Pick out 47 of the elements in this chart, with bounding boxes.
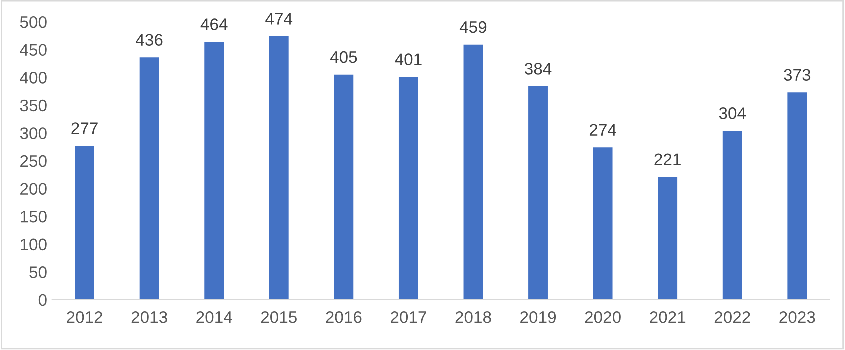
y-tick-label: 50 (30, 266, 47, 278)
data-label: 221 (654, 154, 681, 166)
x-tick-label: 2012 (67, 312, 102, 324)
x-tick-label: 2019 (520, 312, 556, 324)
y-tick-label: 300 (20, 128, 47, 140)
data-label: 459 (460, 21, 487, 34)
data-label: 304 (719, 108, 746, 120)
bar (140, 58, 160, 300)
x-tick-label: 2022 (714, 312, 750, 324)
x-tick-label: 2014 (196, 312, 232, 324)
bar (593, 148, 613, 300)
bar (528, 86, 548, 300)
data-label: 405 (330, 51, 358, 64)
x-tick-label: 2016 (326, 312, 362, 324)
y-tick-label: 500 (20, 16, 47, 28)
y-tick-label: 100 (20, 238, 47, 251)
data-label: 474 (266, 13, 293, 25)
bar (75, 146, 94, 300)
bar (658, 177, 678, 300)
data-label: 274 (590, 124, 616, 136)
bar (269, 36, 289, 300)
data-label: 384 (525, 63, 552, 75)
y-tick-label: 0 (38, 294, 47, 306)
bar (398, 77, 418, 300)
bar (334, 74, 354, 300)
x-tick-label: 2018 (456, 312, 492, 324)
x-tick-label: 2015 (261, 312, 297, 324)
x-tick-label: 2013 (132, 312, 168, 324)
data-label: 436 (136, 34, 163, 46)
y-tick-label: 200 (20, 183, 47, 195)
x-tick-label: 2017 (391, 312, 426, 324)
data-label: 464 (200, 18, 228, 30)
y-tick-label: 450 (20, 44, 47, 56)
bar (464, 44, 484, 300)
x-tick-label: 2020 (585, 312, 621, 324)
bar (204, 42, 224, 300)
y-tick-label: 350 (20, 100, 47, 112)
bar (788, 92, 808, 300)
bar (722, 130, 742, 300)
y-tick-label: 150 (20, 210, 47, 223)
x-tick-label: 2021 (650, 312, 686, 324)
data-label: 277 (72, 122, 98, 134)
x-tick-label: 2023 (780, 312, 816, 324)
y-tick-label: 250 (20, 155, 47, 168)
data-label: 373 (784, 69, 811, 82)
data-label: 401 (395, 54, 422, 66)
y-tick-label: 400 (20, 72, 47, 84)
